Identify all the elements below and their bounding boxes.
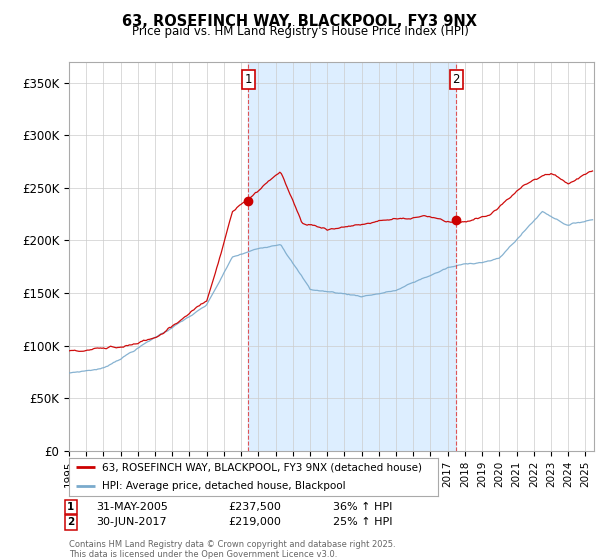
Text: 25% ↑ HPI: 25% ↑ HPI	[333, 517, 392, 528]
Text: 30-JUN-2017: 30-JUN-2017	[96, 517, 167, 528]
Text: HPI: Average price, detached house, Blackpool: HPI: Average price, detached house, Blac…	[102, 481, 346, 491]
Text: 31-MAY-2005: 31-MAY-2005	[96, 502, 168, 512]
Bar	[248, 62, 456, 451]
Text: Price paid vs. HM Land Registry's House Price Index (HPI): Price paid vs. HM Land Registry's House …	[131, 25, 469, 38]
Text: £219,000: £219,000	[228, 517, 281, 528]
Text: 63, ROSEFINCH WAY, BLACKPOOL, FY3 9NX: 63, ROSEFINCH WAY, BLACKPOOL, FY3 9NX	[122, 14, 478, 29]
Text: 2: 2	[67, 517, 74, 528]
Text: Contains HM Land Registry data © Crown copyright and database right 2025.
This d: Contains HM Land Registry data © Crown c…	[69, 540, 395, 559]
Text: 63, ROSEFINCH WAY, BLACKPOOL, FY3 9NX (detached house): 63, ROSEFINCH WAY, BLACKPOOL, FY3 9NX (d…	[102, 462, 422, 472]
Text: 1: 1	[67, 502, 74, 512]
Text: 1: 1	[245, 73, 252, 86]
Text: £237,500: £237,500	[228, 502, 281, 512]
Text: 36% ↑ HPI: 36% ↑ HPI	[333, 502, 392, 512]
Text: 2: 2	[452, 73, 460, 86]
